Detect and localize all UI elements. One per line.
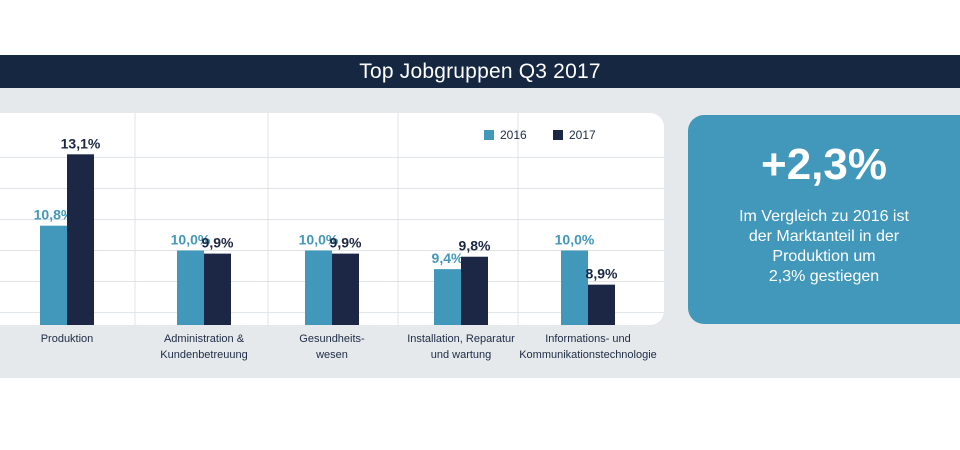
bar-2017-3 xyxy=(332,253,359,325)
info-box: +2,3% Im Vergleich zu 2016 ist der Markt… xyxy=(688,115,960,324)
data-label-2016-3: 10,0% xyxy=(299,232,339,248)
data-label-2017-3: 9,9% xyxy=(330,235,362,251)
category-label-1: Produktion xyxy=(40,333,94,345)
data-label-2017-5: 8,9% xyxy=(586,266,618,282)
chart-title-bar: Top Jobgruppen Q3 2017 xyxy=(0,55,960,88)
legend-label-2016: 2016 xyxy=(500,128,527,142)
category-label-4: Installation, Reparatur und wartung xyxy=(407,333,515,361)
info-box-value: +2,3% xyxy=(761,140,887,189)
bar-2017-4 xyxy=(461,256,488,325)
bar-2016-5 xyxy=(561,250,588,325)
category-label-3: Gesundheits- wesen xyxy=(299,333,365,361)
legend-swatch-2017 xyxy=(553,130,563,140)
data-label-2017-1: 13,1% xyxy=(61,135,101,151)
bar-2016-1 xyxy=(40,225,67,325)
bar-2017-5 xyxy=(588,284,615,325)
bar-2016-4 xyxy=(434,269,461,325)
bar-2017-2 xyxy=(204,253,231,325)
page-title: Top Jobgruppen Q3 2017 xyxy=(359,59,601,83)
category-label-5: Informations- und Kommunikationstechnolo… xyxy=(519,333,657,361)
bar-2017-1 xyxy=(67,154,94,325)
chart-panel: 10,8% 10,0% 10,0% 9,4% 10,0% 13,1% 9,9% 9,9% 9,8… xyxy=(0,113,664,325)
legend-label-2017: 2017 xyxy=(569,128,596,142)
data-label-2016-2: 10,0% xyxy=(171,232,211,248)
data-label-2017-2: 9,9% xyxy=(202,235,234,251)
info-box-text: Im Vergleich zu 2016 ist der Marktanteil… xyxy=(739,208,909,285)
bar-2016-2 xyxy=(177,250,204,325)
data-label-2016-4: 9,4% xyxy=(432,250,464,266)
bar-chart: 10,8% 10,0% 10,0% 9,4% 10,0% 13,1% 9,9% 9,9% 9,8… xyxy=(0,113,664,325)
category-label-2: Administration & Kundenbetreuung xyxy=(160,333,248,361)
legend-swatch-2016 xyxy=(484,130,494,140)
data-label-2016-1: 10,8% xyxy=(34,207,74,223)
bar-2016-3 xyxy=(305,250,332,325)
data-label-2017-4: 9,8% xyxy=(459,238,491,254)
data-label-2016-5: 10,0% xyxy=(555,232,595,248)
